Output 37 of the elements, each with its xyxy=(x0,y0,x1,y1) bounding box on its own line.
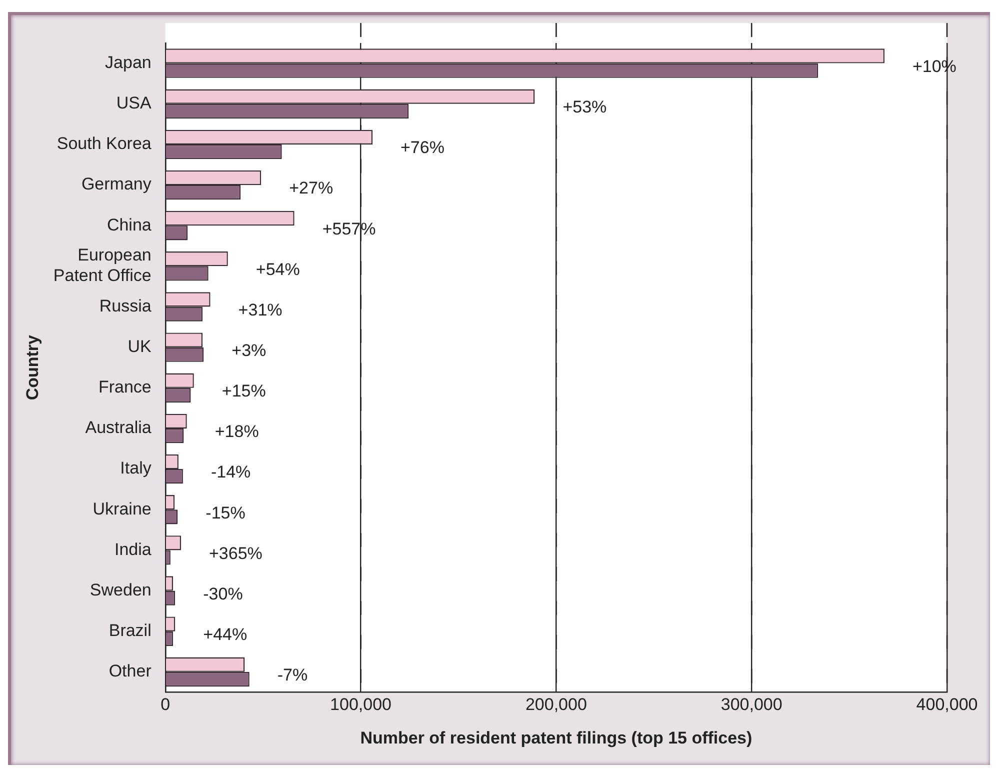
y-tick-label: Japan xyxy=(105,52,152,72)
y-tick-label: Other xyxy=(108,662,152,681)
y-tick-label: Germany xyxy=(81,174,152,194)
x-tick-label: 400,000 xyxy=(916,695,978,714)
annotation: +365% xyxy=(209,544,262,563)
x-tick-label: 0 xyxy=(160,695,170,714)
annotation: +76% xyxy=(400,138,444,158)
x-tick-label: 200,000 xyxy=(525,695,587,714)
y-tick-label: Russia xyxy=(99,296,152,316)
y-tick-label: USA xyxy=(116,94,152,113)
annotation: -15% xyxy=(206,503,246,522)
y-tick-label: Ukraine xyxy=(92,499,152,518)
y-tick-label: UK xyxy=(128,337,152,356)
x-tick-label: 300,000 xyxy=(720,695,782,714)
annotation: +44% xyxy=(203,625,248,644)
y-tick-label: Sweden xyxy=(90,580,152,600)
y-tick-label: Australia xyxy=(85,418,152,438)
x-axis-title: Number of resident patent filings (top 15 offices) xyxy=(360,728,752,748)
x-tick-label: 100,000 xyxy=(330,695,392,714)
annotation: +18% xyxy=(214,422,259,442)
annotation: +15% xyxy=(222,382,266,401)
y-tick-label: India xyxy=(114,540,152,559)
annotation: -14% xyxy=(210,462,251,482)
y-tick-label: South Korea xyxy=(56,134,152,154)
y-axis-title: Country xyxy=(22,334,42,400)
y-tick-label: France xyxy=(98,378,152,397)
annotation: +27% xyxy=(289,178,334,198)
annotation: +3% xyxy=(232,341,266,360)
y-tick-label: Italy xyxy=(120,458,152,478)
y-tick-label: European Patent Office xyxy=(53,246,152,286)
annotation: +31% xyxy=(238,300,282,320)
annotation: -7% xyxy=(277,666,308,685)
annotation: +53% xyxy=(562,98,607,117)
annotation: -30% xyxy=(203,584,243,604)
y-tick-label: Brazil xyxy=(108,621,152,640)
annotation: +54% xyxy=(256,260,300,279)
y-tick-label: China xyxy=(106,215,152,234)
